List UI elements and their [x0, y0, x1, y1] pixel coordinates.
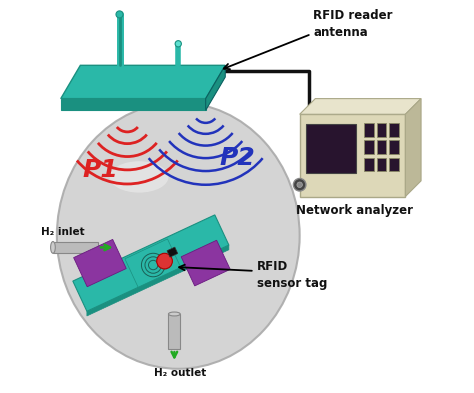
Polygon shape: [53, 242, 98, 253]
FancyBboxPatch shape: [377, 158, 386, 171]
Circle shape: [297, 182, 302, 187]
Ellipse shape: [57, 103, 300, 369]
Ellipse shape: [168, 312, 180, 316]
FancyBboxPatch shape: [389, 123, 399, 137]
Text: RFID
sensor tag: RFID sensor tag: [256, 260, 327, 290]
Polygon shape: [73, 215, 229, 311]
Text: H₂ outlet: H₂ outlet: [154, 368, 206, 378]
Polygon shape: [125, 239, 181, 287]
FancyBboxPatch shape: [377, 123, 386, 137]
Polygon shape: [206, 65, 225, 110]
Polygon shape: [61, 99, 206, 110]
Polygon shape: [181, 240, 230, 286]
Circle shape: [293, 178, 306, 191]
FancyBboxPatch shape: [377, 141, 386, 154]
Text: Network analyzer: Network analyzer: [296, 204, 413, 217]
Polygon shape: [300, 99, 421, 114]
Polygon shape: [61, 65, 225, 99]
Text: P1: P1: [82, 158, 118, 182]
Polygon shape: [73, 239, 126, 287]
FancyBboxPatch shape: [365, 158, 374, 171]
Text: P2: P2: [219, 146, 255, 170]
Circle shape: [157, 253, 173, 269]
FancyBboxPatch shape: [365, 141, 374, 154]
Text: H₂ inlet: H₂ inlet: [41, 227, 85, 237]
Ellipse shape: [109, 161, 168, 193]
FancyBboxPatch shape: [306, 124, 356, 173]
Polygon shape: [87, 245, 229, 316]
Polygon shape: [405, 99, 421, 196]
Ellipse shape: [51, 242, 55, 253]
FancyBboxPatch shape: [389, 158, 399, 171]
FancyBboxPatch shape: [365, 123, 374, 137]
Polygon shape: [167, 247, 178, 257]
FancyBboxPatch shape: [389, 141, 399, 154]
Polygon shape: [168, 314, 180, 349]
Circle shape: [116, 11, 123, 18]
Text: RFID reader
antenna: RFID reader antenna: [313, 9, 393, 39]
Circle shape: [175, 40, 182, 47]
Polygon shape: [300, 114, 405, 196]
